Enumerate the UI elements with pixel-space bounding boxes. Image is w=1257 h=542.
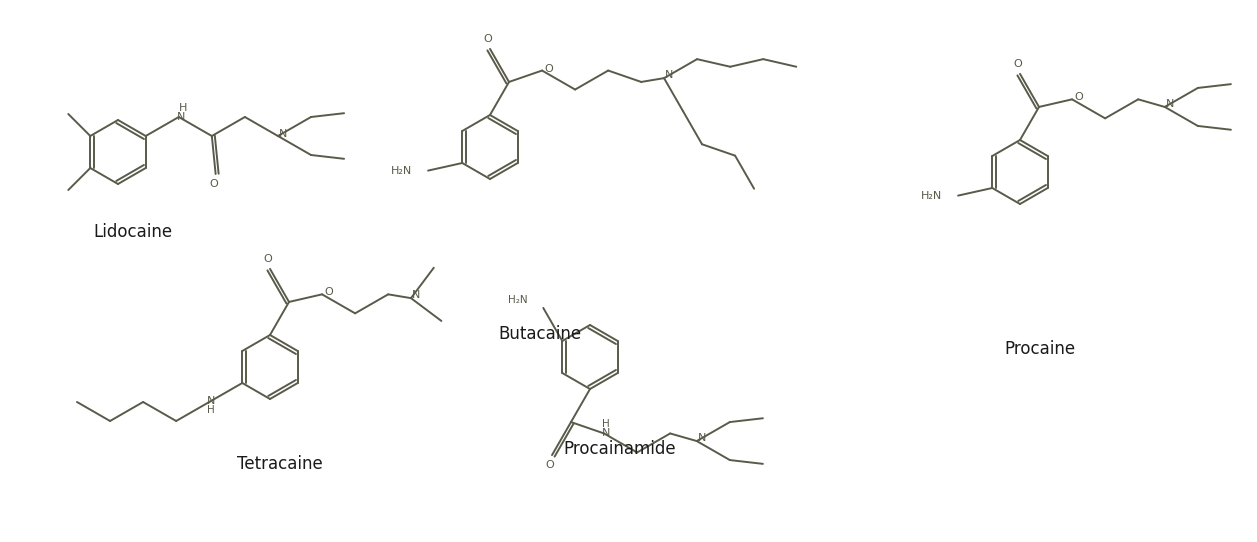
- Text: O: O: [544, 63, 553, 74]
- Text: H₂N: H₂N: [391, 166, 412, 176]
- Text: Procaine: Procaine: [1004, 340, 1076, 358]
- Text: N: N: [665, 70, 674, 80]
- Text: H: H: [207, 405, 215, 415]
- Text: O: O: [484, 34, 493, 44]
- Text: N: N: [412, 290, 420, 300]
- Text: O: O: [1075, 92, 1084, 102]
- Text: H: H: [602, 420, 610, 429]
- Text: N: N: [602, 429, 610, 438]
- Text: H: H: [178, 103, 187, 113]
- Text: N: N: [1165, 99, 1174, 109]
- Text: N: N: [279, 129, 287, 139]
- Text: O: O: [324, 287, 333, 298]
- Text: H₂N: H₂N: [921, 191, 941, 201]
- Text: O: O: [264, 254, 273, 264]
- Text: N: N: [176, 112, 185, 122]
- Text: Tetracaine: Tetracaine: [238, 455, 323, 473]
- Text: N: N: [698, 433, 706, 443]
- Text: Procainamide: Procainamide: [563, 440, 676, 458]
- Text: O: O: [209, 179, 217, 189]
- Text: O: O: [1013, 59, 1022, 69]
- Text: Butacaine: Butacaine: [499, 325, 582, 343]
- Text: N: N: [207, 396, 215, 406]
- Text: H₂N: H₂N: [508, 295, 527, 305]
- Text: O: O: [546, 460, 554, 470]
- Text: Lidocaine: Lidocaine: [93, 223, 172, 241]
